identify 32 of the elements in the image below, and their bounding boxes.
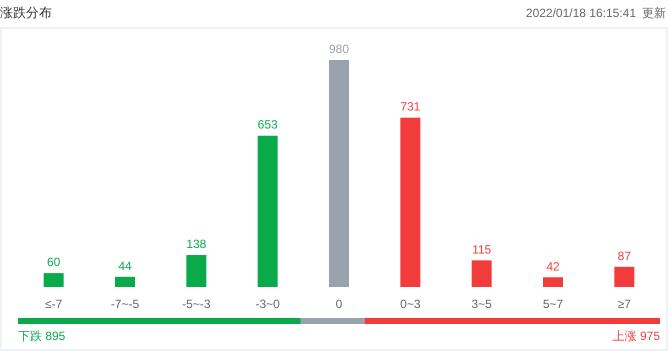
data-label: 115 [472,242,492,256]
data-label: 653 [258,118,278,132]
series-label: 下跌 895 [18,329,66,343]
bar [186,255,206,287]
data-label: 44 [118,258,132,273]
x-tick-label: 0 [336,297,343,311]
x-tick-label: 5~7 [542,297,564,311]
data-label: 87 [618,248,632,263]
x-tick-label: ≥7 [618,297,632,311]
bar [614,266,634,287]
text: 更新 [642,6,666,20]
bar [44,273,64,287]
data-label: 138 [186,237,207,252]
data-label: 731 [400,100,421,114]
bar [543,277,563,287]
x-tick-label: ≤-7 [45,297,63,311]
text: 2022/01/18 16:15:41 [526,6,636,20]
bar [258,136,278,287]
bar [472,260,492,287]
x-tick-label: -7~-5 [110,297,140,311]
x-tick-label: -5~-3 [182,297,211,311]
bar [400,118,420,287]
series-label: 上涨 975 [612,329,660,343]
data-label: 42 [546,259,560,274]
chart-title: 涨跌分布 [0,5,52,20]
x-tick-label: 3~5 [471,297,492,311]
data-label: 60 [46,255,61,270]
bar [115,276,135,287]
bar [329,60,349,287]
data-label: 980 [328,42,350,56]
x-tick-label: -3~0 [255,297,280,311]
x-tick-label: 0~3 [400,297,421,311]
